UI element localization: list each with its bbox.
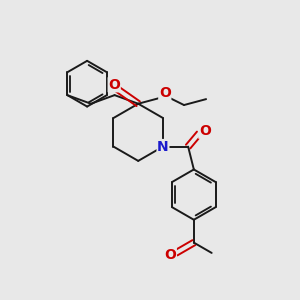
Text: O: O [108,78,120,92]
Text: O: O [199,124,211,138]
Text: O: O [159,85,171,100]
Text: N: N [157,140,169,154]
Text: O: O [164,248,176,262]
